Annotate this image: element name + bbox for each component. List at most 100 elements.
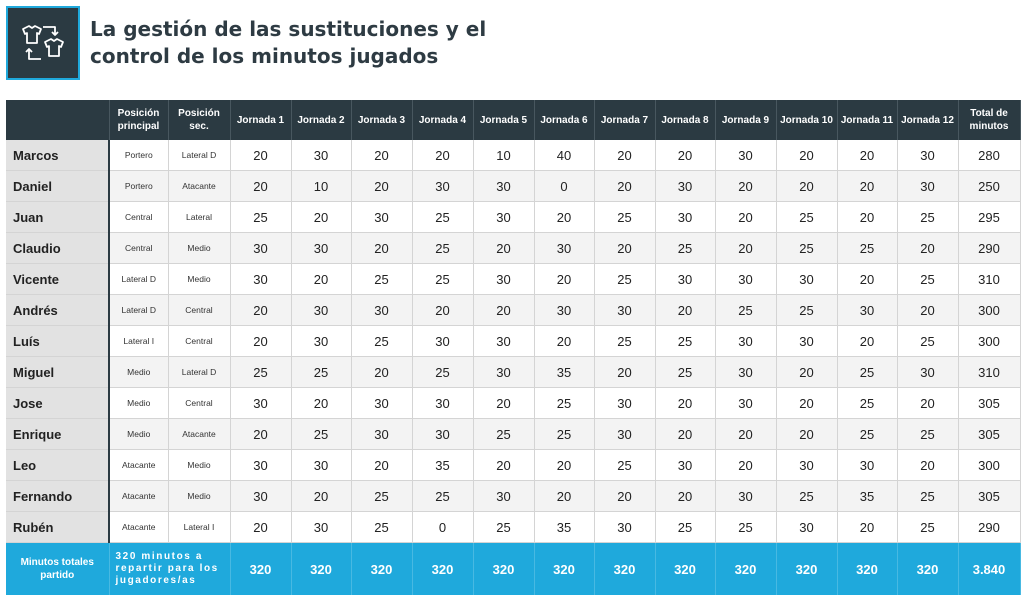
minutes-cell: 35 [412,449,474,481]
minutes-cell: 20 [837,263,898,295]
minutes-cell: 25 [594,325,656,357]
minutes-cell: 20 [897,232,959,264]
column-header: Jornada 3 [351,100,413,140]
minutes-cell: 25 [412,232,474,264]
total-minutes: 300 [958,449,1021,481]
logo [6,6,80,80]
minutes-cell: 25 [897,325,959,357]
minutes-cell: 30 [837,294,898,326]
column-header: Jornada 6 [534,100,595,140]
minutes-cell: 25 [412,480,474,512]
primary-position: Atacante [109,511,169,543]
minutes-cell: 30 [655,201,716,233]
minutes-cell: 25 [351,325,413,357]
minutes-cell: 30 [291,232,352,264]
minutes-cell: 20 [291,263,352,295]
minutes-cell: 0 [412,511,474,543]
minutes-cell: 25 [897,511,959,543]
table-row: Daniel Portero Atacante 20 10 20 30 30 0 20 30 20 20… [6,170,1021,202]
minutes-cell: 25 [230,201,292,233]
minutes-cell: 20 [715,170,777,202]
player-name: Luís [6,325,110,357]
minutes-cell: 20 [594,232,656,264]
minutes-cell: 30 [594,418,656,450]
minutes-cell: 20 [837,325,898,357]
footer-jornada-total: 320 [230,542,292,595]
footer-jornada-total: 320 [715,542,777,595]
minutes-cell: 30 [291,294,352,326]
minutes-cell: 30 [837,449,898,481]
primary-position: Portero [109,170,169,202]
minutes-cell: 0 [534,170,595,202]
minutes-cell: 20 [351,356,413,388]
footer-jornada-total: 320 [473,542,535,595]
minutes-cell: 30 [715,325,777,357]
minutes-cell: 30 [897,356,959,388]
minutes-cell: 30 [230,387,292,419]
table-row: Leo Atacante Medio 30 30 20 35 20 20 25 30 20 30 30 20… [6,449,1021,481]
minutes-cell: 20 [473,294,535,326]
minutes-cell: 30 [412,387,474,419]
secondary-position: Atacante [168,418,231,450]
minutes-cell: 25 [655,325,716,357]
minutes-cell: 20 [291,201,352,233]
title-line-2: control de los minutos jugados [90,44,439,68]
total-minutes: 280 [958,140,1021,171]
player-name: Juan [6,201,110,233]
footer-note: 320 minutos a repartir para los jugadore… [109,542,231,595]
minutes-cell: 25 [534,418,595,450]
total-minutes: 305 [958,480,1021,512]
minutes-cell: 20 [776,170,838,202]
minutes-cell: 25 [776,294,838,326]
table-row: Claudio Central Medio 30 30 20 25 20 30 20 25 20 25 2… [6,232,1021,264]
minutes-cell: 25 [230,356,292,388]
secondary-position: Central [168,294,231,326]
minutes-cell: 20 [412,140,474,171]
minutes-cell: 20 [534,325,595,357]
minutes-cell: 40 [534,140,595,171]
minutes-cell: 20 [534,480,595,512]
minutes-cell: 30 [655,449,716,481]
column-header: Jornada 9 [715,100,777,140]
player-name: Fernando [6,480,110,512]
minutes-cell: 30 [534,294,595,326]
player-name: Vicente [6,263,110,295]
column-header: Posición sec. [168,100,231,140]
minutes-cell: 20 [291,480,352,512]
minutes-cell: 30 [715,263,777,295]
minutes-cell: 20 [351,232,413,264]
minutes-cell: 30 [897,170,959,202]
minutes-cell: 20 [655,480,716,512]
minutes-cell: 30 [351,418,413,450]
minutes-cell: 30 [291,449,352,481]
minutes-cell: 20 [594,170,656,202]
minutes-cell: 20 [230,325,292,357]
minutes-cell: 20 [351,449,413,481]
minutes-cell: 25 [473,418,535,450]
minutes-cell: 25 [351,263,413,295]
minutes-cell: 30 [351,294,413,326]
minutes-cell: 25 [594,449,656,481]
minutes-cell: 20 [230,511,292,543]
minutes-cell: 35 [534,511,595,543]
minutes-cell: 25 [594,201,656,233]
total-minutes: 310 [958,356,1021,388]
minutes-cell: 30 [776,325,838,357]
minutes-cell: 30 [351,387,413,419]
page-title: La gestión de las sustituciones y el con… [90,16,486,70]
minutes-cell: 30 [291,325,352,357]
minutes-table: Posición principal Posición sec. Jornada 1… [6,100,1021,595]
minutes-cell: 20 [715,418,777,450]
minutes-cell: 20 [897,387,959,419]
minutes-cell: 20 [715,232,777,264]
total-minutes: 250 [958,170,1021,202]
footer-jornada-total: 320 [655,542,716,595]
minutes-cell: 25 [776,201,838,233]
minutes-cell: 20 [473,449,535,481]
secondary-position: Medio [168,263,231,295]
minutes-cell: 20 [594,480,656,512]
minutes-cell: 30 [230,232,292,264]
footer-jornada-total: 320 [351,542,413,595]
minutes-cell: 20 [655,140,716,171]
minutes-cell: 30 [594,294,656,326]
